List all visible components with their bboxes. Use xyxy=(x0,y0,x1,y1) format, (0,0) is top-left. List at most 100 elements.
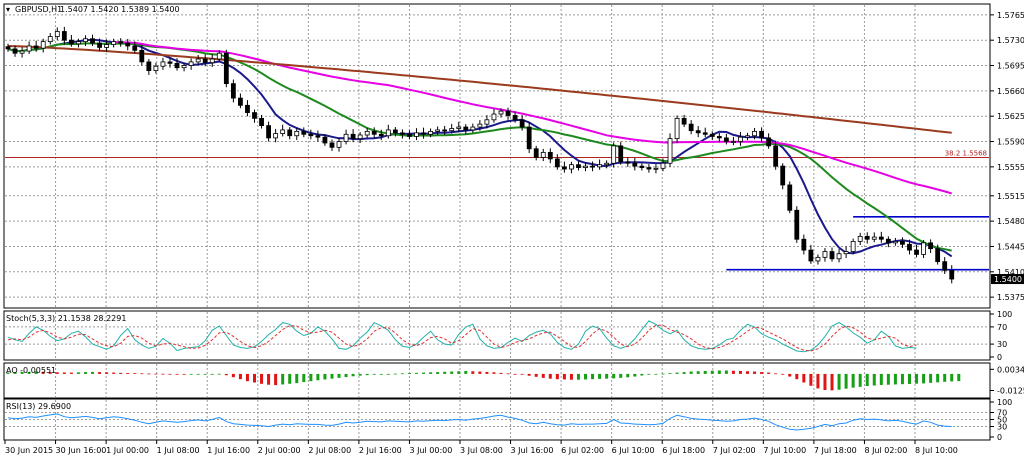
candle[interactable] xyxy=(442,125,448,136)
candle[interactable] xyxy=(153,62,159,74)
candle[interactable] xyxy=(857,232,863,246)
candle[interactable] xyxy=(829,247,835,262)
candle[interactable] xyxy=(864,232,870,244)
candle[interactable] xyxy=(315,130,321,142)
candle[interactable] xyxy=(273,128,279,143)
candle[interactable] xyxy=(667,133,673,167)
candle[interactable] xyxy=(230,79,236,103)
candle[interactable] xyxy=(188,58,194,70)
candle[interactable] xyxy=(209,53,215,67)
candle[interactable] xyxy=(378,129,384,141)
candle[interactable] xyxy=(287,127,293,140)
candle[interactable] xyxy=(68,34,74,47)
candle[interactable] xyxy=(350,129,356,143)
candle[interactable] xyxy=(83,35,88,46)
candle[interactable] xyxy=(322,134,328,146)
candle[interactable] xyxy=(801,234,807,255)
candle[interactable] xyxy=(421,127,426,139)
candle[interactable] xyxy=(576,161,581,171)
candle[interactable] xyxy=(709,131,715,141)
candle[interactable] xyxy=(181,62,187,72)
candle[interactable] xyxy=(745,132,750,141)
candle[interactable] xyxy=(808,244,814,264)
candle[interactable] xyxy=(590,161,595,172)
candle[interactable] xyxy=(942,257,948,274)
candle[interactable] xyxy=(681,114,687,128)
candle[interactable] xyxy=(716,132,722,143)
candle[interactable] xyxy=(470,123,476,133)
candle[interactable] xyxy=(949,265,955,284)
candle[interactable] xyxy=(935,244,941,265)
candle[interactable] xyxy=(569,161,574,174)
candle[interactable] xyxy=(280,124,286,137)
candle[interactable] xyxy=(561,161,567,173)
candle[interactable] xyxy=(484,115,490,129)
candle[interactable] xyxy=(540,148,546,162)
candle[interactable] xyxy=(40,38,46,53)
candle[interactable] xyxy=(125,39,131,51)
candle[interactable] xyxy=(505,107,511,120)
candle[interactable] xyxy=(526,121,532,154)
candle[interactable] xyxy=(132,41,138,54)
candle[interactable] xyxy=(554,154,560,170)
candle[interactable] xyxy=(456,121,462,133)
candle[interactable] xyxy=(160,57,166,70)
candle[interactable] xyxy=(216,50,222,62)
candle[interactable] xyxy=(61,26,67,45)
candle[interactable] xyxy=(646,164,652,173)
candle[interactable] xyxy=(547,148,553,164)
candle[interactable] xyxy=(33,40,39,52)
candle[interactable] xyxy=(238,93,243,109)
candle[interactable] xyxy=(223,49,229,88)
candle[interactable] xyxy=(90,34,95,46)
candle[interactable] xyxy=(583,162,588,172)
candle[interactable] xyxy=(146,59,152,75)
candle[interactable] xyxy=(618,141,624,165)
candle[interactable] xyxy=(660,158,666,172)
candle[interactable] xyxy=(900,237,905,248)
candle[interactable] xyxy=(266,121,271,142)
candle[interactable] xyxy=(773,140,779,170)
candle[interactable] xyxy=(759,127,764,143)
candle[interactable] xyxy=(491,108,497,123)
candle[interactable] xyxy=(639,163,645,171)
candle[interactable] xyxy=(111,38,117,48)
candle[interactable] xyxy=(392,127,398,137)
candle[interactable] xyxy=(752,127,757,140)
candle[interactable] xyxy=(695,126,701,138)
candle[interactable] xyxy=(794,206,800,243)
candle[interactable] xyxy=(731,136,736,146)
candle[interactable] xyxy=(512,111,518,123)
candle[interactable] xyxy=(850,238,856,255)
candle[interactable] xyxy=(653,164,659,174)
candle[interactable] xyxy=(611,142,617,168)
candle[interactable] xyxy=(399,129,405,139)
candle[interactable] xyxy=(738,131,743,146)
candle[interactable] xyxy=(414,128,419,141)
candle[interactable] xyxy=(723,133,729,145)
candle[interactable] xyxy=(5,43,11,52)
candle[interactable] xyxy=(301,127,307,138)
candle[interactable] xyxy=(428,128,433,138)
candle[interactable] xyxy=(625,157,631,167)
candle[interactable] xyxy=(843,246,849,259)
candle[interactable] xyxy=(597,159,602,170)
candle[interactable] xyxy=(139,45,145,66)
candle[interactable] xyxy=(780,163,786,190)
candle[interactable] xyxy=(407,130,412,140)
candle[interactable] xyxy=(885,236,891,248)
candle[interactable] xyxy=(12,45,18,57)
candle[interactable] xyxy=(688,120,694,135)
candle[interactable] xyxy=(19,46,25,58)
candle[interactable] xyxy=(47,33,53,45)
candle[interactable] xyxy=(195,54,201,65)
candle[interactable] xyxy=(449,123,455,134)
candle[interactable] xyxy=(336,137,342,152)
candle[interactable] xyxy=(294,127,300,141)
candle[interactable] xyxy=(245,100,250,117)
candle[interactable] xyxy=(26,41,32,54)
candle[interactable] xyxy=(343,129,349,145)
candle[interactable] xyxy=(371,127,377,138)
candle[interactable] xyxy=(498,108,504,118)
